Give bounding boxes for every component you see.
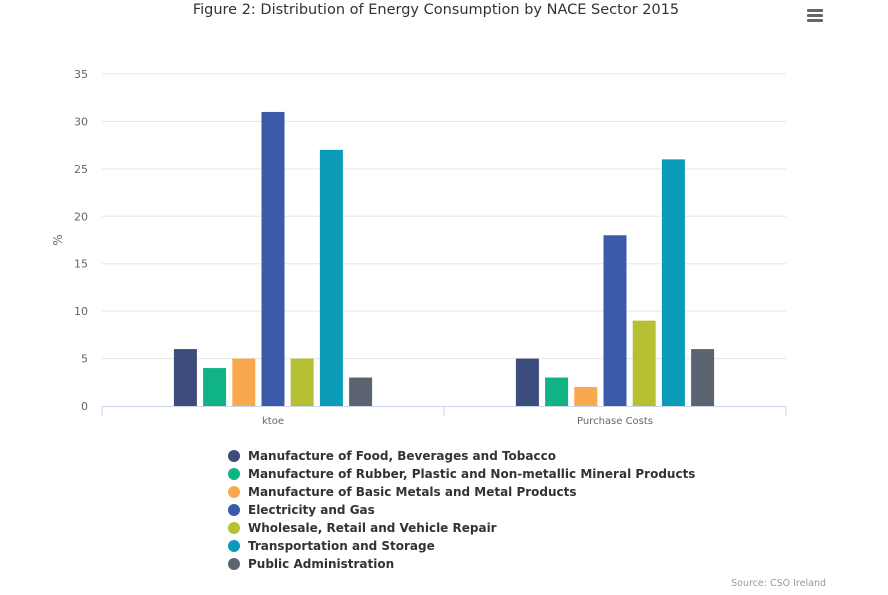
- bar-6-ktoe[interactable]: [319, 149, 343, 406]
- legend: Manufacture of Food, Beverages and Tobac…: [228, 447, 695, 573]
- y-axis-title: %: [51, 234, 65, 245]
- legend-marker-icon: [228, 504, 240, 516]
- y-tick-label: 20: [74, 210, 88, 223]
- legend-marker-icon: [228, 450, 240, 462]
- bar-1-purchase-costs[interactable]: [515, 358, 539, 406]
- legend-item[interactable]: Wholesale, Retail and Vehicle Repair: [228, 519, 695, 537]
- legend-item[interactable]: Manufacture of Rubber, Plastic and Non-m…: [228, 465, 695, 483]
- legend-item[interactable]: Transportation and Storage: [228, 537, 695, 555]
- y-tick-label: 30: [74, 115, 88, 128]
- bar-5-ktoe[interactable]: [290, 358, 314, 406]
- credits-text[interactable]: Source: CSO Ireland: [731, 578, 826, 589]
- legend-marker-icon: [228, 468, 240, 480]
- chart-title: Figure 2: Distribution of Energy Consump…: [192, 2, 680, 18]
- x-category-label: ktoe: [262, 416, 284, 427]
- legend-item[interactable]: Manufacture of Food, Beverages and Tobac…: [228, 447, 695, 465]
- hamburger-menu-icon[interactable]: [803, 6, 827, 26]
- bar-7-ktoe[interactable]: [349, 377, 373, 406]
- legend-marker-icon: [228, 486, 240, 498]
- legend-marker-icon: [228, 540, 240, 552]
- legend-label: Manufacture of Food, Beverages and Tobac…: [248, 449, 556, 463]
- y-tick-label: 35: [74, 68, 88, 81]
- legend-item[interactable]: Electricity and Gas: [228, 501, 695, 519]
- legend-label: Manufacture of Basic Metals and Metal Pr…: [248, 485, 577, 499]
- legend-label: Manufacture of Rubber, Plastic and Non-m…: [248, 467, 696, 481]
- bar-7-purchase-costs[interactable]: [691, 349, 715, 406]
- y-tick-label: 15: [74, 258, 88, 271]
- bar-1-ktoe[interactable]: [173, 349, 197, 406]
- bar-4-ktoe[interactable]: [261, 111, 285, 406]
- legend-item[interactable]: Manufacture of Basic Metals and Metal Pr…: [228, 483, 695, 501]
- legend-marker-icon: [228, 522, 240, 534]
- bar-2-ktoe[interactable]: [203, 368, 227, 406]
- y-tick-label: 10: [74, 305, 88, 318]
- bar-3-ktoe[interactable]: [232, 358, 256, 406]
- bar-3-purchase-costs[interactable]: [574, 387, 598, 406]
- y-tick-label: 5: [81, 353, 88, 366]
- bar-2-purchase-costs[interactable]: [545, 377, 569, 406]
- bar-4-purchase-costs[interactable]: [603, 235, 627, 406]
- legend-label: Public Administration: [248, 557, 395, 571]
- y-tick-label: 25: [74, 163, 88, 176]
- legend-label: Electricity and Gas: [248, 503, 375, 517]
- bar-6-purchase-costs[interactable]: [661, 159, 685, 406]
- plot-area: 0 5 10 15 20 25 30 35% ktoe Purchase Costs: [51, 68, 787, 427]
- legend-label: Wholesale, Retail and Vehicle Repair: [248, 521, 497, 535]
- legend-marker-icon: [228, 558, 240, 570]
- legend-label: Transportation and Storage: [248, 539, 435, 553]
- bar-5-purchase-costs[interactable]: [632, 320, 656, 406]
- legend-item[interactable]: Public Administration: [228, 555, 695, 573]
- y-tick-label: 0: [81, 400, 88, 413]
- x-category-label: Purchase Costs: [577, 416, 653, 427]
